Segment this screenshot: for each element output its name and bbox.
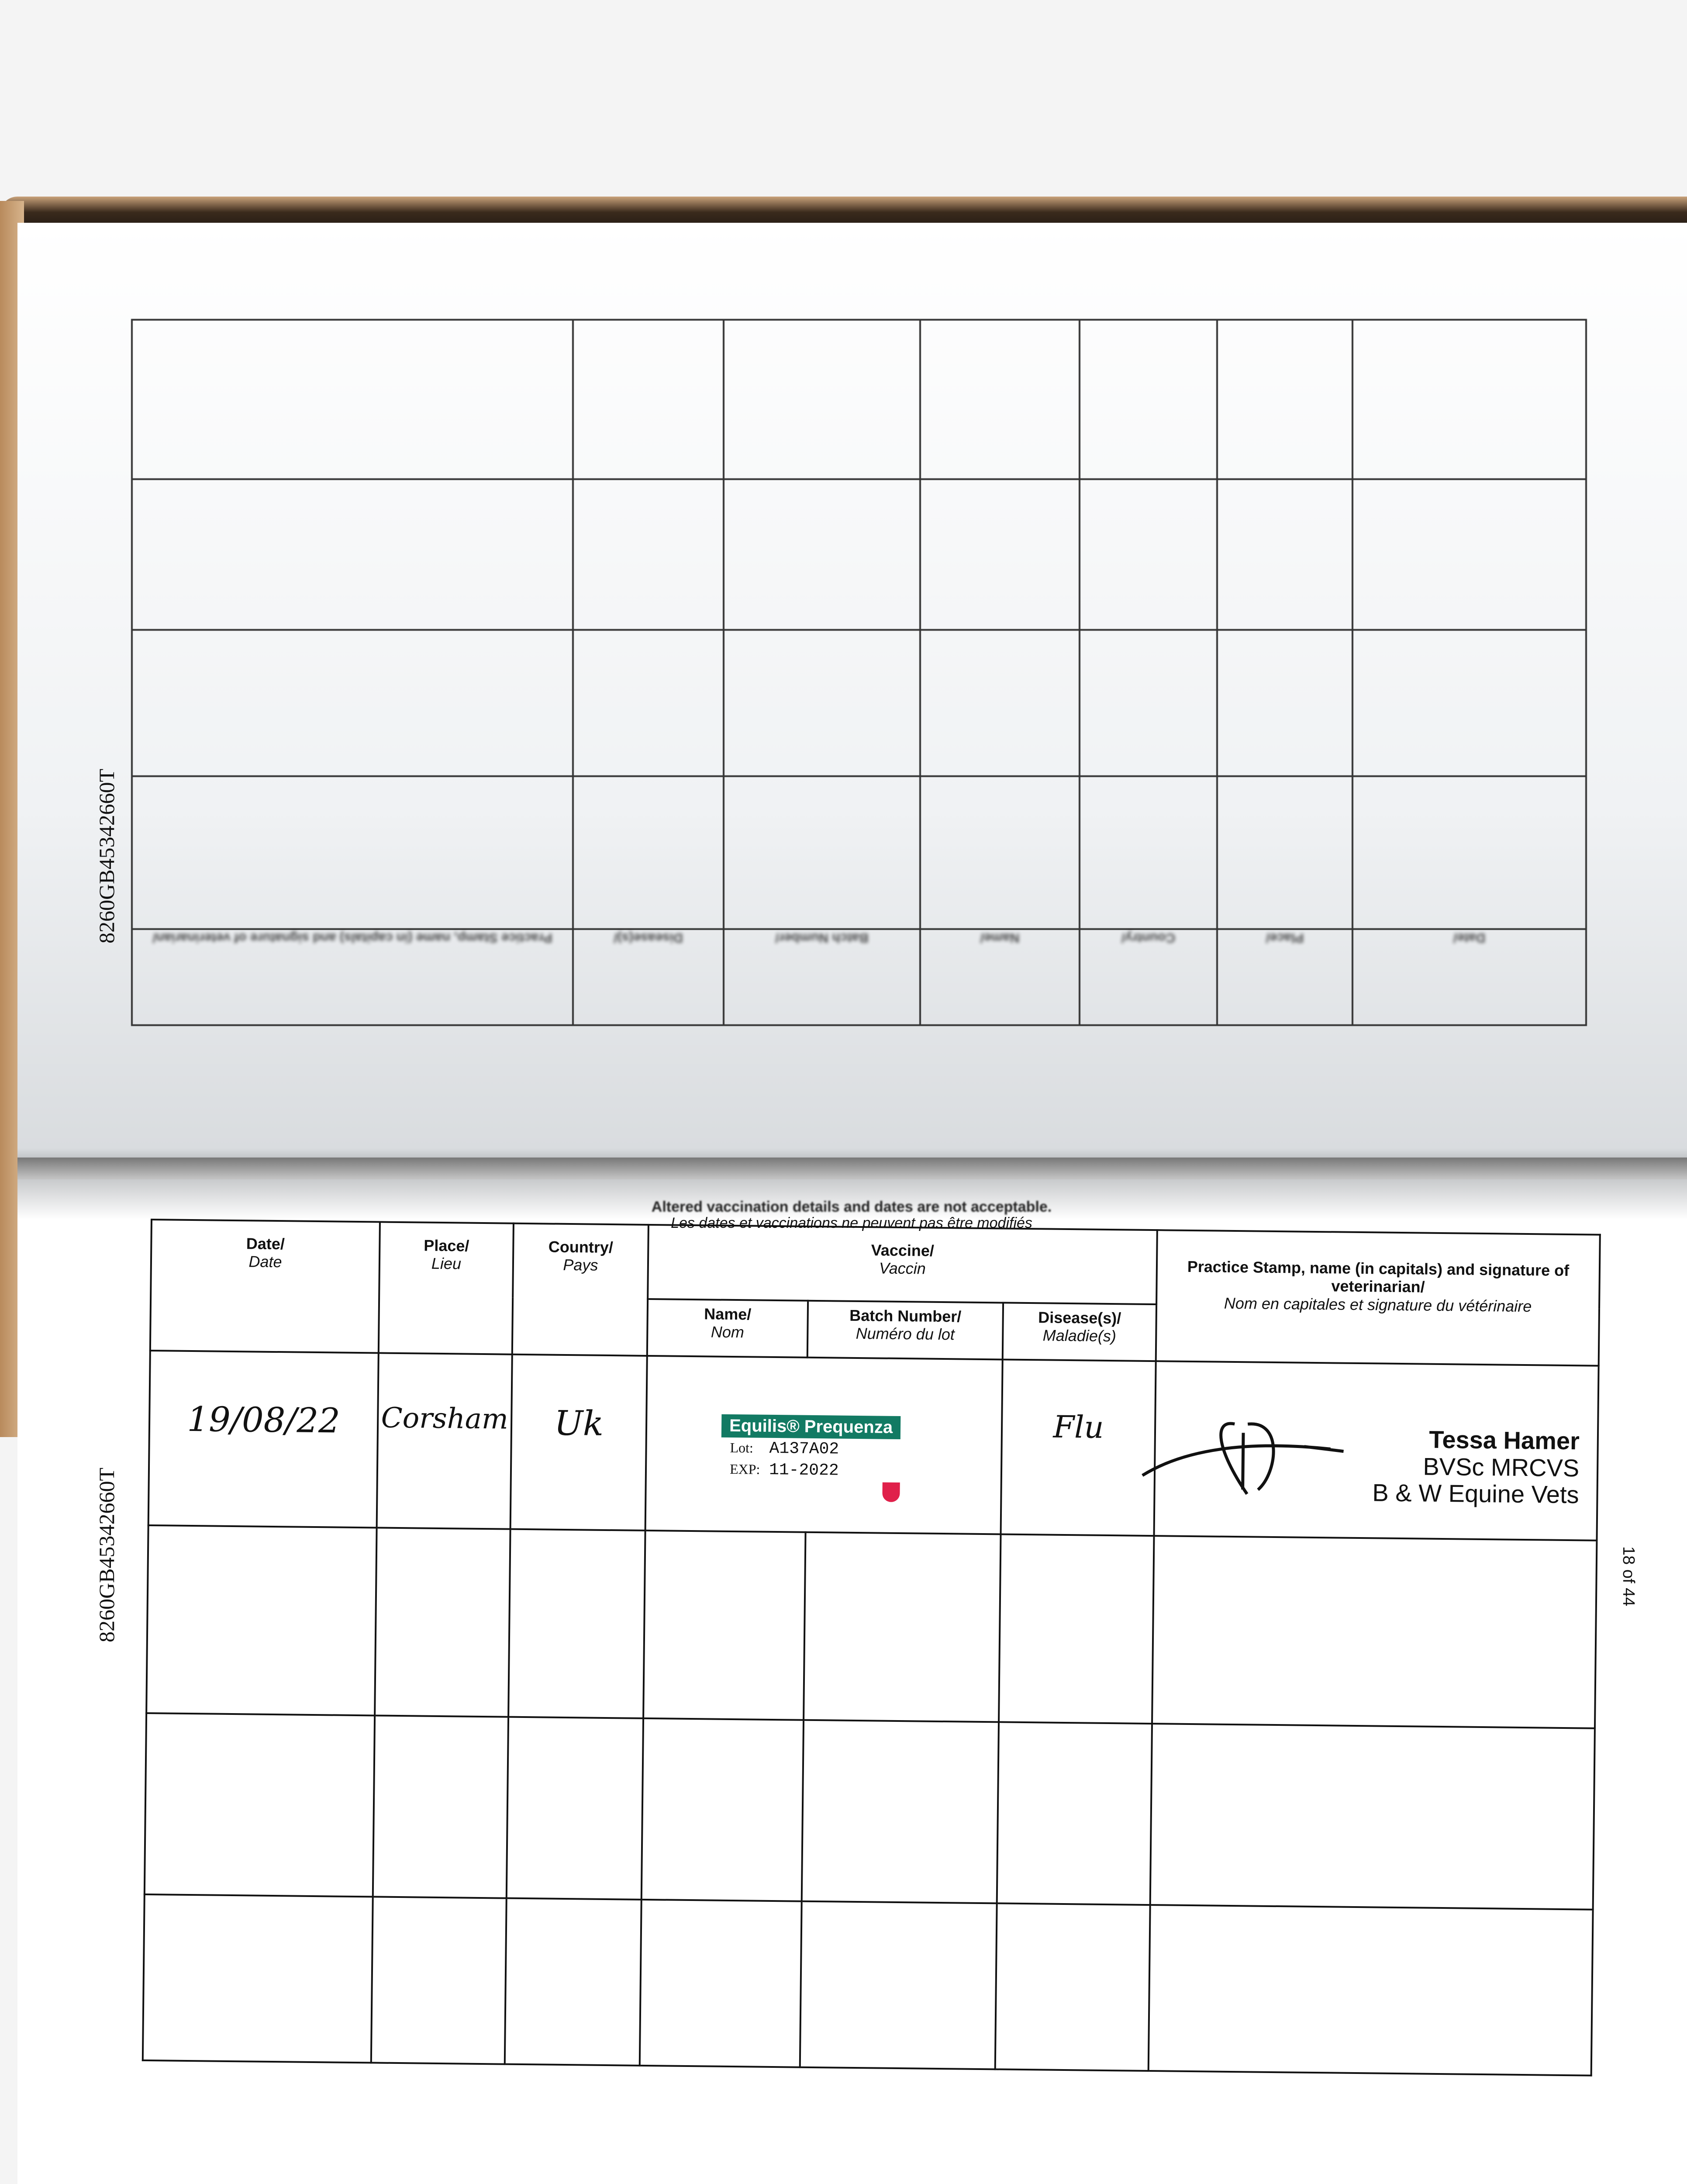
upper-header-practice: Practice Stamp, name (in capitals) and s… bbox=[152, 930, 552, 945]
header-vaccine: Vaccine/Vaccin bbox=[871, 1241, 935, 1278]
header-disease: Disease(s)/Maladie(s) bbox=[1038, 1308, 1121, 1345]
lower-page bbox=[17, 1179, 1687, 2184]
vet-practice: B & W Equine Vets bbox=[1372, 1479, 1579, 1509]
vaccination-table: Date/Date Place/Lieu Country/Pays Vaccin… bbox=[142, 1219, 1601, 2077]
alteration-notice: Altered vaccination details and dates ar… bbox=[568, 1199, 1135, 1232]
header-vaccine-name: Name/Nom bbox=[704, 1305, 752, 1341]
entry-country: Uk bbox=[554, 1403, 604, 1444]
serial-number: 8260GB45342660T bbox=[94, 1468, 119, 1642]
header-place: Place/Lieu bbox=[424, 1236, 469, 1273]
header-date: Date/Date bbox=[246, 1234, 285, 1271]
vet-signature bbox=[1142, 1422, 1344, 1495]
notice-fr: Les dates et vaccinations ne peuvent pas… bbox=[671, 1215, 1032, 1232]
vaccine-brand: Equilis® Prequenza bbox=[721, 1414, 901, 1440]
table-row: 19/08/22 Corsham Uk Equilis® Prequenza L… bbox=[148, 1351, 1599, 1541]
upper-header-country: Country/ bbox=[1121, 930, 1176, 945]
table-row bbox=[144, 1713, 1595, 1910]
label-mark bbox=[882, 1482, 900, 1502]
exp-label: EXP: bbox=[729, 1461, 760, 1478]
vet-name: Tessa Hamer bbox=[1429, 1425, 1580, 1455]
header-country: Country/Pays bbox=[548, 1237, 614, 1275]
lot-label: Lot: bbox=[730, 1439, 754, 1456]
entry-place: Corsham bbox=[381, 1402, 509, 1436]
upper-header-disease: Disease(s)/ bbox=[614, 930, 683, 945]
header-batch-number: Batch Number/Numéro du lot bbox=[849, 1306, 962, 1344]
table-row bbox=[142, 1894, 1593, 2076]
entry-date: 19/08/22 bbox=[187, 1400, 341, 1441]
entry-disease: Flu bbox=[1053, 1409, 1104, 1445]
upper-vaccination-table: Practice Stamp, name (in capitals) and s… bbox=[131, 319, 1587, 1026]
upper-serial-number: 8260GB45342660T bbox=[94, 769, 119, 943]
header-practice: Practice Stamp, name (in capitals) and s… bbox=[1187, 1257, 1570, 1315]
vaccine-label-sticker: Equilis® Prequenza Lot: A137A02 EXP: 11-20… bbox=[721, 1414, 901, 1502]
upper-header-name: Name/ bbox=[980, 930, 1020, 945]
notice-en: Altered vaccination details and dates ar… bbox=[651, 1199, 1052, 1215]
upper-header-place: Place/ bbox=[1266, 930, 1304, 945]
page-number: 18 of 44 bbox=[1619, 1546, 1638, 1607]
table-row bbox=[146, 1525, 1597, 1728]
lot-number: A137A02 bbox=[769, 1439, 839, 1459]
vet-stamp: Tessa Hamer BVSc MRCVS B & W Equine Vets bbox=[1372, 1425, 1580, 1509]
upper-header-batch: Batch Number/ bbox=[775, 930, 869, 945]
upper-header-date: Date/ bbox=[1453, 930, 1486, 945]
expiry-date: 11-2022 bbox=[769, 1461, 839, 1480]
vet-qualifications: BVSc MRCVS bbox=[1423, 1452, 1580, 1482]
